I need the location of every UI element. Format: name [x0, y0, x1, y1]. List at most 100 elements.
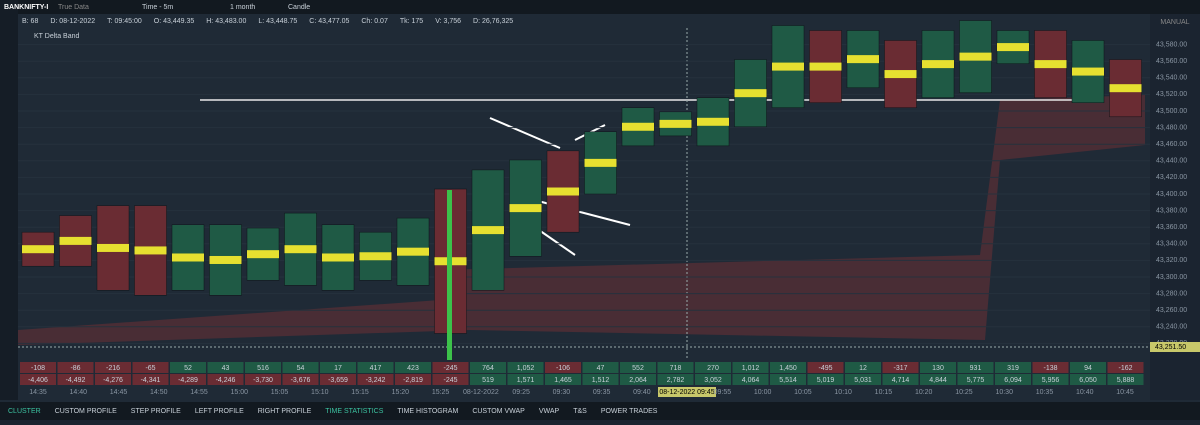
info-item: V: 3,756 — [435, 18, 461, 25]
poc-cell — [997, 43, 1029, 52]
chart-style[interactable]: Candle — [288, 4, 310, 11]
cumulative_delta-cell — [395, 374, 431, 385]
poc-cell — [659, 119, 692, 128]
poc-cell — [697, 117, 729, 126]
delta-label: 1,052 — [517, 365, 535, 372]
poc-cell — [622, 122, 654, 131]
delta-label: 319 — [1007, 365, 1019, 372]
x-tick-label: 09:30 — [553, 389, 571, 396]
cumulative_delta-cell — [170, 374, 206, 385]
tab[interactable]: VWAP — [539, 408, 560, 415]
range[interactable]: 1 month — [230, 4, 255, 11]
indicator: KT Delta Band — [34, 33, 80, 40]
tab[interactable]: TIME HISTOGRAM — [397, 408, 458, 415]
tab[interactable]: TIME STATISTICS — [325, 408, 383, 415]
delta-label: 1,450 — [779, 365, 797, 372]
y-tick-label: 43,240.00 — [1156, 324, 1187, 331]
cumulative_delta-label: 4,714 — [892, 377, 910, 384]
x-tick-label: 10:05 — [794, 389, 812, 396]
delta-label: 270 — [707, 365, 719, 372]
x-tick-label: 14:45 — [110, 389, 128, 396]
tab[interactable]: CLUSTER — [8, 408, 41, 415]
poc-cell — [172, 253, 204, 262]
poc-cell — [1034, 60, 1067, 69]
delta-cell — [545, 362, 581, 373]
delta-label: 423 — [407, 365, 419, 372]
left-toolbar — [0, 0, 18, 400]
cumulative_delta-label: 4,844 — [929, 377, 947, 384]
timeframe[interactable]: Time - 5m — [142, 4, 173, 11]
delta-label: -495 — [818, 365, 832, 372]
cumulative_delta-label: -4,276 — [103, 377, 123, 384]
delta-label: -65 — [145, 365, 155, 372]
info-item: H: 43,483.00 — [206, 18, 246, 25]
tab[interactable]: T&S — [573, 408, 587, 415]
cumulative_delta-label: -245 — [443, 377, 457, 384]
y-tick-label: 43,360.00 — [1156, 224, 1187, 231]
delta-label: -245 — [443, 365, 457, 372]
x-tick-label: 15:25 — [432, 389, 450, 396]
delta-label: 52 — [184, 365, 192, 372]
poc-cell — [209, 255, 242, 264]
poc-cell — [734, 89, 767, 98]
cumulative_delta-label: 3,052 — [704, 377, 722, 384]
delta-cell — [132, 362, 169, 373]
delta-cell — [957, 362, 994, 373]
y-tick-label: 43,500.00 — [1156, 108, 1187, 115]
axis-mode[interactable]: MANUAL — [1160, 19, 1189, 26]
poc-cell — [397, 247, 429, 256]
cumulative_delta-cell — [920, 374, 956, 385]
cumulative_delta-cell — [207, 374, 244, 385]
cumulative_delta-cell — [845, 374, 881, 385]
poc-cell — [97, 243, 129, 252]
y-tick-label: 43,260.00 — [1156, 307, 1187, 314]
delta-cell — [320, 362, 356, 373]
poc-cell — [22, 245, 54, 254]
info-item: L: 43,448.75 — [258, 18, 297, 25]
delta-cell — [1070, 362, 1106, 373]
cumulative_delta-cell — [657, 374, 694, 385]
poc-cell — [809, 62, 842, 71]
delta-label: 417 — [370, 365, 382, 372]
poc-cell — [59, 236, 92, 245]
delta-cell — [695, 362, 731, 373]
cumulative_delta-label: -2,819 — [403, 377, 423, 384]
cumulative_delta-label: -3,730 — [253, 377, 273, 384]
x-tick-label: 14:50 — [150, 389, 168, 396]
x-tick-label: 15:15 — [351, 389, 369, 396]
cumulative_delta-cell — [357, 374, 394, 385]
delta-cell — [245, 362, 281, 373]
delta-label: 12 — [859, 365, 867, 372]
tab[interactable]: CUSTOM VWAP — [472, 408, 525, 415]
poc-cell — [772, 62, 804, 71]
info-item: D: 08-12-2022 — [50, 18, 95, 25]
cumulative_delta-cell — [545, 374, 581, 385]
cumulative_delta-cell — [770, 374, 806, 385]
poc-cell — [1072, 67, 1104, 76]
poc-cell — [359, 252, 392, 261]
delta-cell — [582, 362, 619, 373]
x-tick-label: 09:25 — [512, 389, 530, 396]
y-tick-label: 43,300.00 — [1156, 274, 1187, 281]
delta-cell — [57, 362, 94, 373]
cumulative_delta-cell — [507, 374, 544, 385]
time-highlight — [658, 387, 716, 397]
tab[interactable]: LEFT PROFILE — [195, 408, 244, 415]
poc-cell — [322, 253, 354, 262]
symbol[interactable]: BANKNIFTY-I — [4, 4, 48, 11]
cumulative_delta-cell — [320, 374, 356, 385]
tab[interactable]: STEP PROFILE — [131, 408, 181, 415]
x-tick-label: 09:55 — [714, 389, 732, 396]
info-item: O: 43,449.35 — [154, 18, 195, 25]
poc-cell — [922, 60, 954, 69]
info-item: C: 43,477.05 — [309, 18, 349, 25]
y-tick-label: 43,400.00 — [1156, 191, 1187, 198]
x-tick-label: 10:35 — [1036, 389, 1054, 396]
x-tick-label: 10:25 — [955, 389, 973, 396]
cumulative_delta-label: 5,019 — [817, 377, 835, 384]
delta-cell — [507, 362, 544, 373]
tab[interactable]: RIGHT PROFILE — [258, 408, 312, 415]
tab[interactable]: CUSTOM PROFILE — [55, 408, 117, 415]
delta-cell — [657, 362, 694, 373]
tab[interactable]: POWER TRADES — [601, 408, 658, 415]
